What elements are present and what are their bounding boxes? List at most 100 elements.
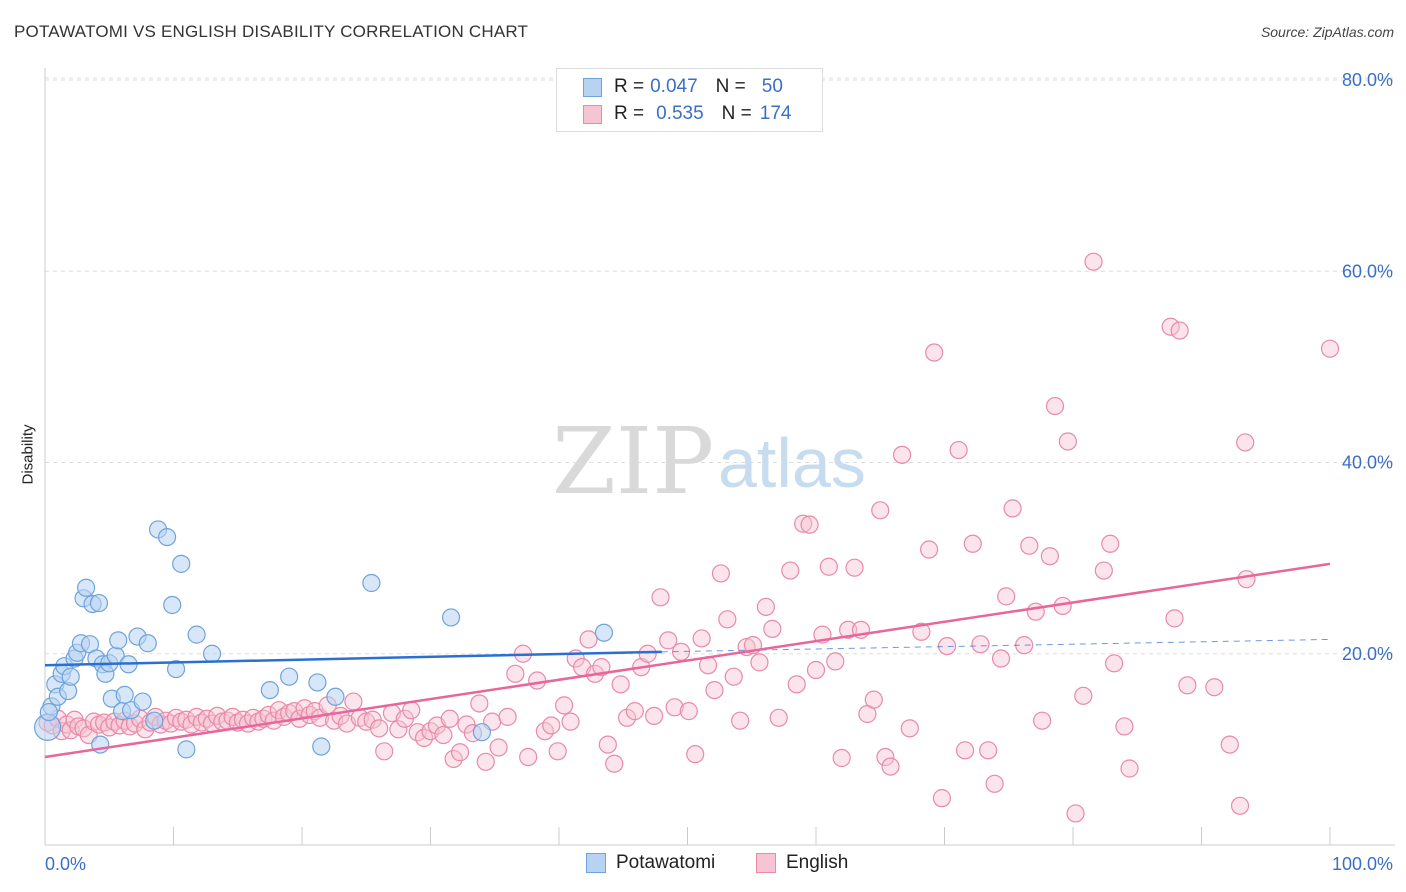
english-point	[900, 719, 919, 738]
english-point	[1045, 396, 1065, 416]
english-point	[919, 540, 939, 559]
english-point	[1165, 609, 1184, 628]
potawatomi-point	[89, 593, 109, 613]
english-point	[769, 708, 788, 727]
english-point	[1094, 561, 1113, 580]
english-point	[1205, 678, 1224, 697]
english-point	[881, 757, 900, 776]
potawatomi-point	[308, 673, 327, 692]
x-tick-label-min: 0.0%	[45, 854, 86, 874]
english-point	[864, 690, 883, 709]
english-point	[1120, 759, 1139, 778]
english-point	[892, 445, 912, 464]
english-point	[1178, 676, 1197, 695]
legend-n-label: N =	[715, 76, 746, 97]
english-point	[991, 649, 1011, 668]
english-point	[806, 660, 826, 680]
english-point	[344, 692, 363, 711]
english-point	[692, 629, 711, 648]
english-point	[644, 706, 664, 726]
english-point	[506, 664, 525, 683]
english-point	[932, 789, 952, 808]
english-point	[705, 680, 724, 700]
legend-english-label: English	[786, 852, 849, 873]
english-point	[724, 667, 743, 686]
x-tick-label-max: 100.0%	[1332, 854, 1393, 874]
english-point	[1236, 433, 1255, 452]
legend-item-english[interactable]: English	[756, 852, 848, 874]
english-point	[1020, 536, 1039, 555]
potawatomi-point	[138, 634, 157, 653]
potawatomi-point	[145, 711, 164, 730]
english-point	[1084, 252, 1103, 271]
english-swatch	[583, 104, 602, 124]
english-point	[651, 588, 670, 607]
y-tick-label: 40.0%	[1342, 453, 1393, 473]
english-point	[731, 711, 750, 730]
potawatomi-point	[472, 723, 491, 742]
legend-r-value: 0.047	[650, 76, 698, 97]
english-point	[718, 610, 737, 629]
english-point	[440, 709, 459, 728]
potawatomi-points	[33, 520, 614, 759]
legend-n-value: 174	[759, 103, 792, 124]
english-point	[1033, 711, 1052, 730]
watermark-zip: ZIP	[552, 408, 714, 515]
legend-row-english: R = 0.535 N = 174	[583, 102, 791, 126]
english-point	[912, 622, 931, 641]
english-point	[1161, 317, 1180, 336]
english-point	[579, 630, 598, 649]
english-point	[528, 671, 547, 690]
english-point	[711, 564, 731, 583]
english-point	[955, 741, 975, 760]
y-tick-label: 60.0%	[1342, 261, 1393, 281]
series-legend: Potawatomi English	[0, 852, 1406, 878]
english-point	[375, 742, 394, 761]
english-point	[638, 644, 657, 663]
potawatomi-point	[362, 573, 381, 593]
potawatomi-point	[312, 737, 331, 756]
english-point	[542, 716, 561, 735]
english-point	[434, 725, 453, 745]
english-point	[871, 501, 890, 520]
english-point	[1066, 804, 1085, 823]
legend-r-label: R =	[614, 103, 645, 124]
potawatomi-point	[166, 659, 186, 679]
english-point	[625, 702, 644, 721]
english-point	[819, 557, 838, 576]
potawatomi-point	[39, 702, 58, 722]
english-point	[1320, 339, 1340, 358]
english-point	[489, 738, 508, 757]
potawatomi-trendline-extension	[661, 638, 1331, 653]
potawatomi-point	[177, 740, 196, 759]
english-point	[1040, 547, 1059, 566]
english-point	[659, 631, 678, 650]
watermark-atlas: atlas	[718, 424, 866, 502]
legend-n-label: N =	[721, 103, 752, 124]
english-trendline	[44, 562, 1331, 759]
english-point	[971, 635, 990, 654]
english-point	[223, 707, 242, 726]
english-point	[519, 747, 538, 767]
english-point	[476, 752, 495, 771]
english-point	[750, 653, 769, 672]
english-point	[679, 702, 698, 721]
potawatomi-point	[109, 631, 128, 650]
english-point	[686, 745, 705, 764]
english-point	[925, 343, 944, 362]
english-point	[1220, 735, 1239, 754]
potawatomi-point	[133, 692, 152, 711]
potawatomi-point	[594, 623, 614, 642]
english-point	[1026, 602, 1045, 621]
potawatomi-point	[157, 527, 177, 547]
english-point	[1058, 432, 1077, 451]
tick-labels: 20.0% 40.0% 60.0% 80.0% 0.0% 100.0%	[45, 70, 1393, 874]
potawatomi-point	[163, 595, 182, 615]
english-point	[781, 561, 800, 580]
potawatomi-point	[260, 680, 279, 700]
legend-item-potawatomi[interactable]: Potawatomi	[586, 852, 715, 874]
english-point	[548, 742, 567, 761]
legend-potawatomi-label: Potawatomi	[616, 852, 716, 873]
potawatomi-point	[187, 625, 206, 644]
